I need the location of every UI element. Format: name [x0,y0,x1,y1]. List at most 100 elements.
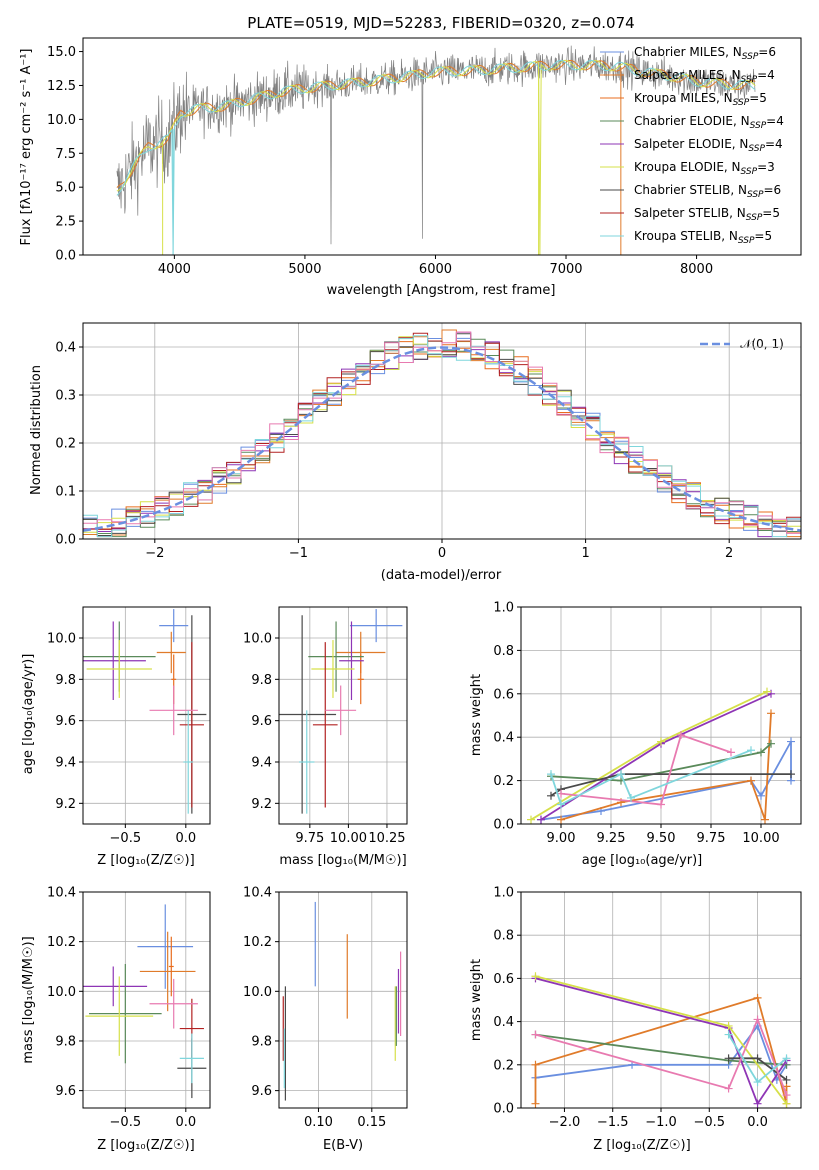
spectrum-frame [82,37,802,256]
plus-marker [557,815,565,824]
spectrum-xtick-label: 6000 [419,262,452,277]
residuals-ytick-label: 0.4 [55,341,76,356]
mass_vs_ebv-ytick-label: 9.8 [251,1034,272,1049]
plus-marker [547,770,555,779]
residuals-ylabel: Normed distribution [29,365,44,495]
weight-vs-age-ylabel: mass weight [469,674,484,756]
age_vs_mass-ytick-label: 9.2 [251,797,272,812]
residuals-ytick-label: 0.2 [55,437,76,452]
plus-marker [753,1054,762,1063]
weight_vs_Z-ytick-label: 0.6 [493,972,514,987]
age-vs-Z-xlabel: Z [log₁₀(Z/Z☉)] [97,853,194,868]
weight-series-line [560,733,732,806]
weight-vs-Z-ylabel: mass weight [469,959,484,1041]
legend-entry: Salpeter ELODIE, NSSP=4 [634,137,783,154]
weight-series-line [540,741,792,821]
weight_vs_age-ytick-label: 0.6 [493,687,514,702]
age-vs-Z-ylabel: age [log₁₀(age/yr)] [21,654,36,775]
weight-vs-age-xlabel: age [log₁₀(age/yr)] [582,853,703,868]
age_vs_mass-xtick-label: 10.25 [368,831,405,846]
spectrum-xlabel: wavelength [Angstrom, rest frame] [327,283,556,298]
plus-marker [727,748,735,757]
plus-marker [677,731,685,740]
mass_vs_Z-frame [82,891,211,1109]
weight_vs_Z-ytick-label: 0.0 [493,1102,514,1117]
plus-marker [531,972,540,981]
residuals-ytick-label: 0.1 [55,485,76,500]
plus-marker [627,793,635,802]
plus-marker [782,1075,791,1084]
mass-vs-Z-xlabel: Z [log₁₀(Z/Z☉)] [97,1138,194,1153]
residuals-panel: (data-model)/error Normed distribution 𝒩… [29,337,784,583]
spectrum-legend: Chabrier MILES, NSSP=6 Salpeter MILES, NS… [600,45,784,246]
plus-marker [547,791,555,800]
weight_vs_age-ytick-label: 1.0 [493,601,514,616]
mass_vs_ebv-ytick-label: 10.4 [243,886,272,901]
mass_vs_ebv-xtick-label: 0.15 [357,1115,386,1130]
weight_vs_age-ytick-label: 0.2 [493,774,514,789]
plus-marker [782,1099,791,1108]
weight_vs_age-plot [527,687,795,824]
plus-marker [761,815,769,824]
legend-entry: Kroupa ELODIE, NSSP=3 [634,160,775,177]
age_vs_mass-ytick-label: 9.4 [251,756,272,771]
plus-marker [753,1078,762,1087]
plus-marker [787,737,795,746]
residuals-frame [82,322,802,540]
weight_vs_Z-ytick-label: 0.2 [493,1058,514,1073]
mass_vs_ebv-ytick-label: 10.2 [243,935,272,950]
weight_vs_Z-xtick-label: −1.5 [597,1115,629,1130]
weight-series-line [550,773,791,797]
spectrum-ytick-label: 15.0 [47,45,76,60]
plus-marker [617,770,625,779]
model-spectrum [116,59,756,255]
plus-marker [753,993,762,1002]
mass_vs_ebv-plot [282,901,402,1101]
weight_vs_Z-xtick-label: 0.0 [747,1115,768,1130]
mass_vs_Z-xtick-label: −0.5 [110,1115,142,1130]
spectrum-panel: PLATE=0519, MJD=52283, FIBERID=0320, z=0… [19,14,635,298]
spectrum-ytick-label: 10.0 [47,113,76,128]
plus-marker [527,815,535,824]
legend-entry: Salpeter MILES, NSSP=4 [634,68,775,85]
residuals-xtick-label: 1 [581,546,589,561]
age_vs_Z-ytick-label: 9.2 [55,797,76,812]
spectrum-plot [116,45,756,255]
age_vs_mass-ytick-label: 9.6 [251,714,272,729]
spectrum-ytick-label: 12.5 [47,79,76,94]
plus-marker [767,709,775,718]
plus-marker [724,1021,733,1030]
age_vs_mass-xtick-label: 9.75 [295,831,324,846]
age_vs_mass-ytick-label: 9.8 [251,673,272,688]
residuals-ytick-label: 0.0 [55,533,76,548]
weight-vs-Z-xlabel: Z [log₁₀(Z/Z☉)] [593,1138,690,1153]
plus-marker [747,746,755,755]
residuals-xtick-label: −1 [289,546,308,561]
plus-marker [787,770,795,779]
weight_vs_Z-xtick-label: −2.0 [549,1115,581,1130]
mass_vs_ebv-ticks: 0.10 0.15 9.6 9.8 10.0 10.2 10.4 [243,886,407,1130]
plus-marker [531,1099,540,1108]
weight_vs_age-ticks: 9.00 9.25 9.50 9.75 10.00 0.0 0.2 0.4 0.6 0.8 1.0 [493,601,801,846]
plus-marker [753,1015,762,1024]
spectrum-title: PLATE=0519, MJD=52283, FIBERID=0320, z=0… [247,14,634,32]
mass_vs_Z-ytick-label: 10.0 [47,985,76,1000]
weight-series-line [535,1016,788,1096]
spectrum-ticks: 4000 5000 6000 7000 8000 0.0 2.5 5.0 7.5 10.0 12.5… [47,45,713,277]
weight_vs_age-xtick-label: 9.25 [597,831,626,846]
spectrum-xtick-label: 8000 [680,262,713,277]
mass_vs_Z-xtick-label: 0.0 [175,1115,196,1130]
plus-marker [757,748,765,757]
legend-entry: Kroupa STELIB, NSSP=5 [634,229,772,246]
legend-entry: Chabrier MILES, NSSP=6 [634,45,776,62]
weight_vs_age-xtick-label: 9.75 [697,831,726,846]
weight_vs_age-xtick-label: 10.00 [742,831,779,846]
plus-marker [531,1030,540,1039]
plus-marker [724,1084,733,1093]
observed-spectrum [116,45,756,245]
plus-marker [782,1054,791,1063]
weight_vs_Z-frame [520,891,802,1109]
plus-marker [757,791,765,800]
spectrum-ytick-label: 2.5 [55,215,76,230]
